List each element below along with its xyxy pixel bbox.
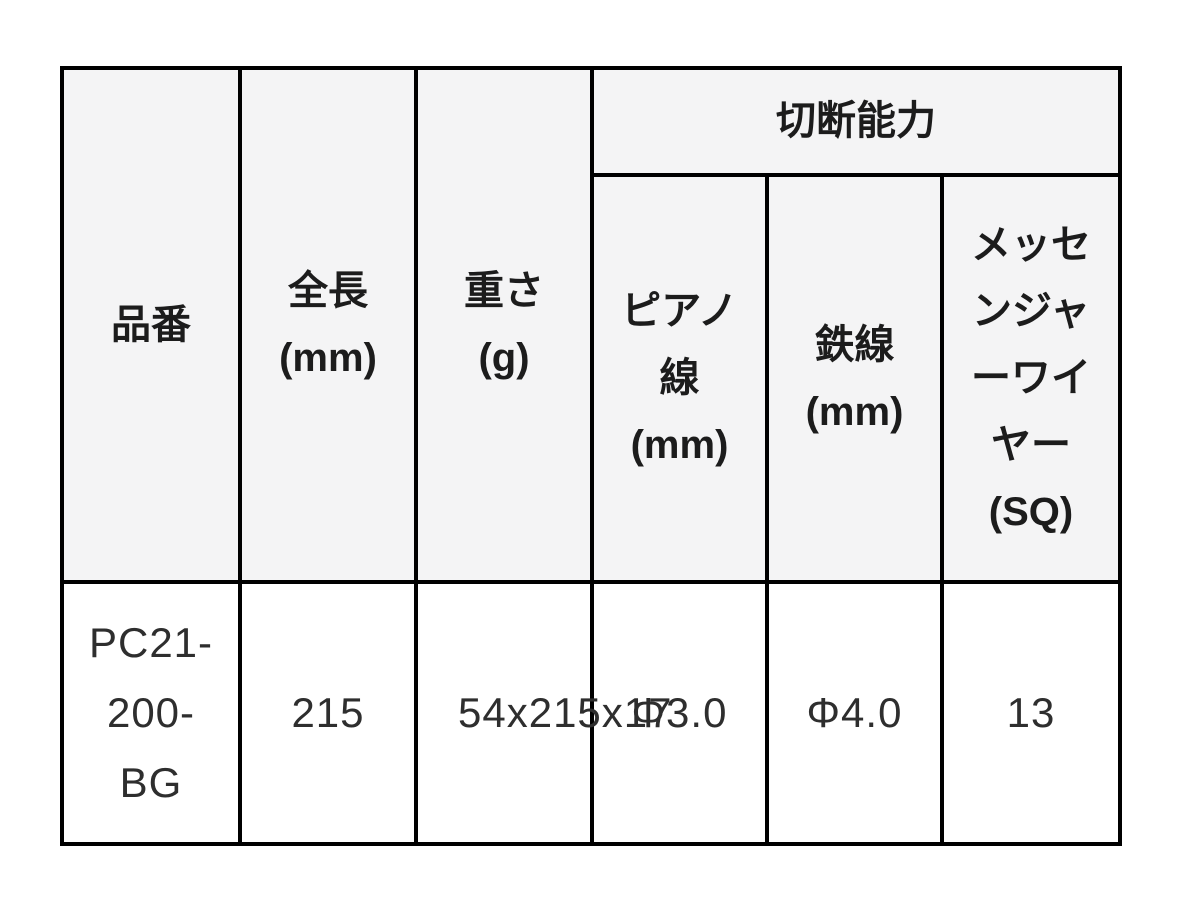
- table-row: PC21- 200- BG 215 54x215x17 Φ3.0 Φ4.0 13: [60, 580, 1123, 846]
- column-header-messenger-wire: メッセ ンジャ ーワイ ヤー (SQ): [939, 173, 1123, 584]
- column-group-header-cutting-capacity: 切断能力: [589, 66, 1123, 177]
- cell-part-no: PC21- 200- BG: [60, 580, 242, 846]
- spec-table-header: 品番 全長 (mm) 重さ (g) 切断能力 ピアノ 線 (mm) 鉄線 (mm…: [60, 66, 1123, 584]
- column-header-length: 全長 (mm): [238, 66, 418, 584]
- cell-piano-wire: Φ3.0: [590, 580, 769, 846]
- column-header-iron-wire: 鉄線 (mm): [765, 173, 944, 584]
- cell-messenger-wire: 13: [939, 580, 1123, 846]
- cell-length: 215: [238, 580, 418, 846]
- header-row-group: 品番 全長 (mm) 重さ (g) 切断能力: [60, 66, 1123, 584]
- cell-iron-wire: Φ4.0: [765, 580, 944, 846]
- header-row-sub: ピアノ 線 (mm) 鉄線 (mm) メッセ ンジャ ーワイ ヤー (SQ): [62, 173, 1123, 584]
- column-header-weight: 重さ (g): [414, 66, 594, 584]
- column-header-piano-wire: ピアノ 線 (mm): [590, 173, 769, 584]
- column-header-part-no: 品番: [60, 66, 242, 584]
- product-spec-table: 品番 全長 (mm) 重さ (g) 切断能力 ピアノ 線 (mm) 鉄線 (mm…: [60, 66, 1123, 846]
- spec-table-body: PC21- 200- BG 215 54x215x17 Φ3.0 Φ4.0 13: [60, 580, 1123, 846]
- cell-weight: 54x215x17: [414, 580, 672, 846]
